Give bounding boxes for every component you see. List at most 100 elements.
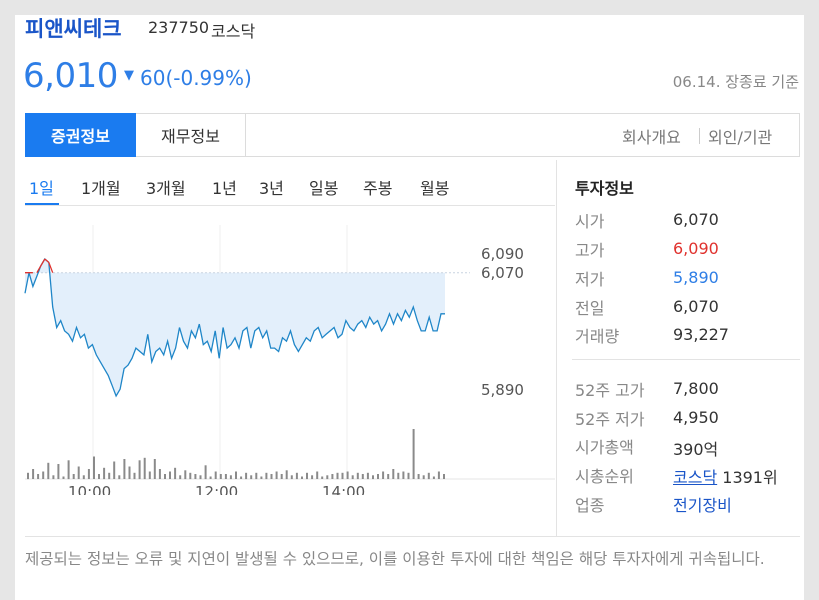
intraday-chart[interactable]: 6,090 6,070 5,890 10:00 12:00 14:00: [15, 215, 555, 495]
volume-bar: [113, 461, 116, 479]
volume-bar: [377, 474, 379, 479]
sector-label: 업종: [575, 496, 605, 515]
volume-bar: [158, 469, 161, 479]
volume-bar: [148, 471, 151, 479]
volume-bar: [118, 475, 121, 480]
rank-market-link[interactable]: 코스닥: [673, 468, 718, 487]
volume-bar: [98, 474, 100, 479]
volume-bar: [153, 459, 156, 479]
volume-bar: [306, 472, 308, 480]
volume-bar: [199, 475, 202, 480]
volume-bar: [209, 476, 212, 479]
volume-bar: [311, 475, 314, 480]
period-divider: [25, 205, 555, 206]
volume-bar: [336, 472, 339, 480]
volume-bar: [290, 475, 293, 480]
volume-bar: [103, 467, 106, 480]
period-3month[interactable]: 3개월: [146, 179, 186, 198]
volume-bar: [240, 476, 243, 479]
volume-bar: [224, 474, 227, 479]
volume-bar: [265, 472, 268, 480]
y-label-high: 6,090: [481, 245, 524, 263]
stock-name[interactable]: 피앤씨테크: [25, 17, 122, 41]
volume-bar: [133, 472, 136, 480]
low-value: 5,890: [673, 268, 719, 287]
volume-bar: [270, 474, 273, 479]
volume-bar: [255, 472, 258, 480]
volume-bar: [285, 470, 288, 480]
volume-bar: [331, 474, 334, 479]
volume-bar: [82, 475, 85, 480]
volume-bar: [169, 471, 171, 479]
x-tick-1400: 14:00: [322, 483, 365, 495]
volume-bar: [245, 472, 248, 480]
volume-bar: [194, 474, 197, 479]
stock-info-card: 피앤씨테크 237750 코스닥 6,010 ▼ 60(-0.99%) 06.1…: [15, 15, 804, 600]
current-price: 6,010: [23, 56, 118, 96]
disclaimer-text: 제공되는 정보는 오류 및 지연이 발생될 수 있으므로, 이를 이용한 투자에…: [25, 550, 765, 568]
tab-company-overview[interactable]: 회사개요: [622, 128, 681, 147]
volume-bar: [179, 475, 182, 480]
active-period-underline: [25, 203, 59, 205]
volume-bar: [72, 474, 75, 479]
period-daily[interactable]: 일봉: [309, 179, 339, 198]
volume-value: 93,227: [673, 325, 729, 344]
invest-divider: [572, 359, 800, 360]
invest-info-title: 투자정보: [575, 179, 634, 198]
volume-bar: [412, 429, 415, 479]
volume-bar: [321, 476, 324, 479]
volume-bar: [143, 457, 146, 480]
volume-bar: [427, 472, 430, 480]
section-divider: [556, 160, 557, 536]
volume-bar: [422, 475, 425, 480]
volume-bar: [250, 475, 253, 480]
volume-bar: [67, 460, 70, 480]
tab-securities-info[interactable]: 증권정보: [25, 113, 136, 157]
volume-bar: [164, 474, 166, 479]
x-tick-1200: 12:00: [195, 483, 238, 495]
period-3year[interactable]: 3년: [259, 179, 284, 198]
volume-bar: [37, 474, 40, 479]
period-selector: 1일 1개월 3개월 1년 3년 일봉 주봉 월봉: [25, 175, 545, 205]
low-label: 저가: [575, 270, 605, 289]
open-value: 6,070: [673, 210, 719, 229]
stock-market: 코스닥: [211, 22, 256, 41]
price-area: [25, 259, 445, 396]
volume-bar: [214, 471, 217, 479]
volume-bar: [372, 475, 374, 480]
period-1day[interactable]: 1일: [29, 179, 54, 198]
volume-label: 거래량: [575, 327, 620, 346]
volume-bar: [397, 472, 400, 480]
52w-low-label: 52주 저가: [575, 410, 645, 429]
volume-bar: [204, 465, 207, 480]
period-weekly[interactable]: 주봉: [363, 179, 393, 198]
volume-bar: [108, 472, 111, 480]
52w-high-label: 52주 고가: [575, 381, 645, 400]
volume-bar: [407, 472, 410, 480]
prev-close-label: 전일: [575, 299, 605, 318]
volume-bar: [219, 474, 222, 479]
period-monthly[interactable]: 월봉: [420, 179, 450, 198]
down-arrow-icon: ▼: [124, 68, 134, 83]
volume-bar: [366, 472, 369, 480]
tab-financial-info[interactable]: 재무정보: [136, 113, 246, 157]
rank-label: 시총순위: [575, 467, 634, 486]
volume-bar: [341, 472, 344, 480]
sector-link[interactable]: 전기장비: [673, 496, 732, 515]
stock-code: 237750: [148, 18, 210, 37]
tab-divider: [699, 128, 700, 144]
period-1year[interactable]: 1년: [212, 179, 237, 198]
volume-bar: [351, 475, 354, 480]
market-cap-unit: 억: [703, 440, 719, 459]
volume-bar: [275, 471, 278, 479]
volume-bar: [27, 472, 29, 480]
period-1month[interactable]: 1개월: [81, 179, 121, 198]
volume-bar: [437, 471, 440, 479]
price-line-above-close: [25, 258, 54, 274]
volume-bar: [392, 469, 395, 479]
price-change: 60(-0.99%): [140, 66, 252, 90]
tab-foreign-institution[interactable]: 외인/기관: [708, 128, 773, 147]
volume-bar: [57, 464, 60, 479]
volume-bar: [229, 475, 232, 480]
market-cap-label: 시가총액: [575, 438, 634, 457]
